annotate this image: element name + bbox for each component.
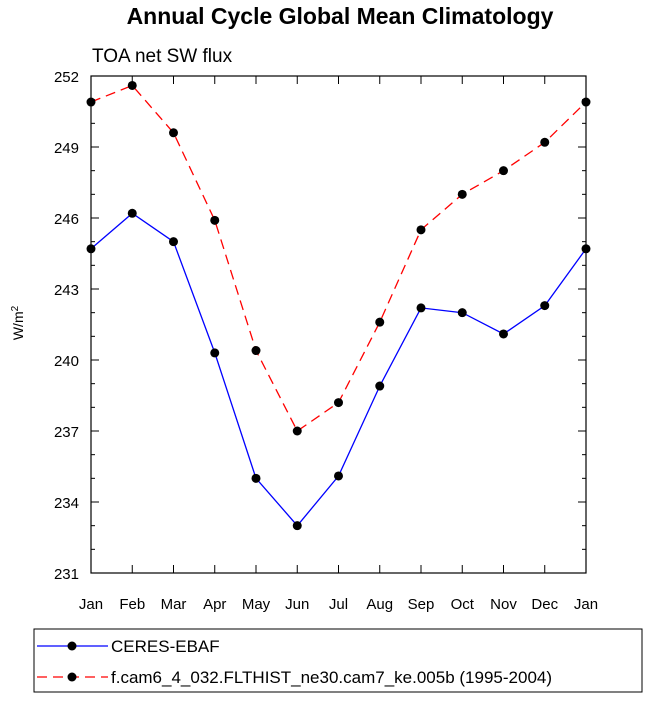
series-1-point xyxy=(581,97,591,107)
series-0-point xyxy=(540,301,550,311)
series-0-point xyxy=(581,244,591,254)
y-tick-label: 240 xyxy=(54,353,79,370)
y-axis-label-text: W/m xyxy=(10,311,26,340)
legend-label-1: f.cam6_4_032.FLTHIST_ne30.cam7_ke.005b (… xyxy=(111,668,552,687)
y-tick-label: 234 xyxy=(54,495,79,512)
series-0-point xyxy=(127,208,137,218)
x-tick-label: Dec xyxy=(531,596,558,613)
series-0-point xyxy=(457,308,467,318)
series-1-point xyxy=(334,398,343,408)
x-tick-label: Nov xyxy=(490,596,517,613)
y-tick-label: 237 xyxy=(54,424,79,441)
series-1-point xyxy=(169,128,178,138)
x-tick-label: Oct xyxy=(451,596,475,613)
x-tick-label: Jul xyxy=(329,596,348,613)
series-0-point xyxy=(499,329,508,339)
series-line-1 xyxy=(90,84,587,432)
y-tick-label: 246 xyxy=(54,211,79,228)
series-0-point xyxy=(169,237,178,247)
y-tick-label: 249 xyxy=(54,140,79,157)
series-0-point xyxy=(210,348,220,358)
series-1-point xyxy=(416,225,426,235)
y-axis-label: W/m2 xyxy=(10,305,26,340)
series-0-point xyxy=(86,244,96,254)
x-tick-label: Jan xyxy=(574,596,598,613)
series-0-point xyxy=(292,521,302,531)
series-1-point xyxy=(86,97,96,107)
chart-subtitle: TOA net SW flux xyxy=(92,46,233,67)
x-tick-label: Sep xyxy=(408,596,435,613)
x-tick-label: Mar xyxy=(161,596,187,613)
x-tick-label: Jan xyxy=(79,596,103,613)
y-tick-label: 243 xyxy=(54,282,79,299)
legend-label-0: CERES-EBAF xyxy=(111,637,220,656)
series-1-point xyxy=(375,317,385,327)
series-1-point xyxy=(127,80,137,90)
y-tick-label: 231 xyxy=(54,566,79,583)
legend-marker-1 xyxy=(67,672,77,682)
series-1-point xyxy=(540,137,550,147)
series-0-point xyxy=(334,471,343,481)
plot-frame xyxy=(90,75,587,574)
svg-text:W/m2: W/m2 xyxy=(10,305,26,340)
chart-title: Annual Cycle Global Mean Climatology xyxy=(127,3,554,29)
series-1-point xyxy=(499,166,508,176)
x-tick-label: Jun xyxy=(285,596,309,613)
y-axis-label-superscript: 2 xyxy=(10,305,21,311)
legend-box xyxy=(33,628,643,693)
x-tick-label: Aug xyxy=(366,596,393,613)
series-1-point xyxy=(292,426,302,436)
x-tick-label: Feb xyxy=(119,596,145,613)
x-tick-label: May xyxy=(242,596,271,613)
x-tick-label: Apr xyxy=(203,596,226,613)
series-1-point xyxy=(251,346,261,356)
series-1-point xyxy=(210,215,220,225)
series-0-point xyxy=(416,303,426,313)
legend-marker-0 xyxy=(67,641,77,651)
series-0-point xyxy=(251,473,261,483)
series-1-point xyxy=(457,189,467,199)
series-0-point xyxy=(375,381,385,391)
y-tick-label: 252 xyxy=(54,69,79,86)
